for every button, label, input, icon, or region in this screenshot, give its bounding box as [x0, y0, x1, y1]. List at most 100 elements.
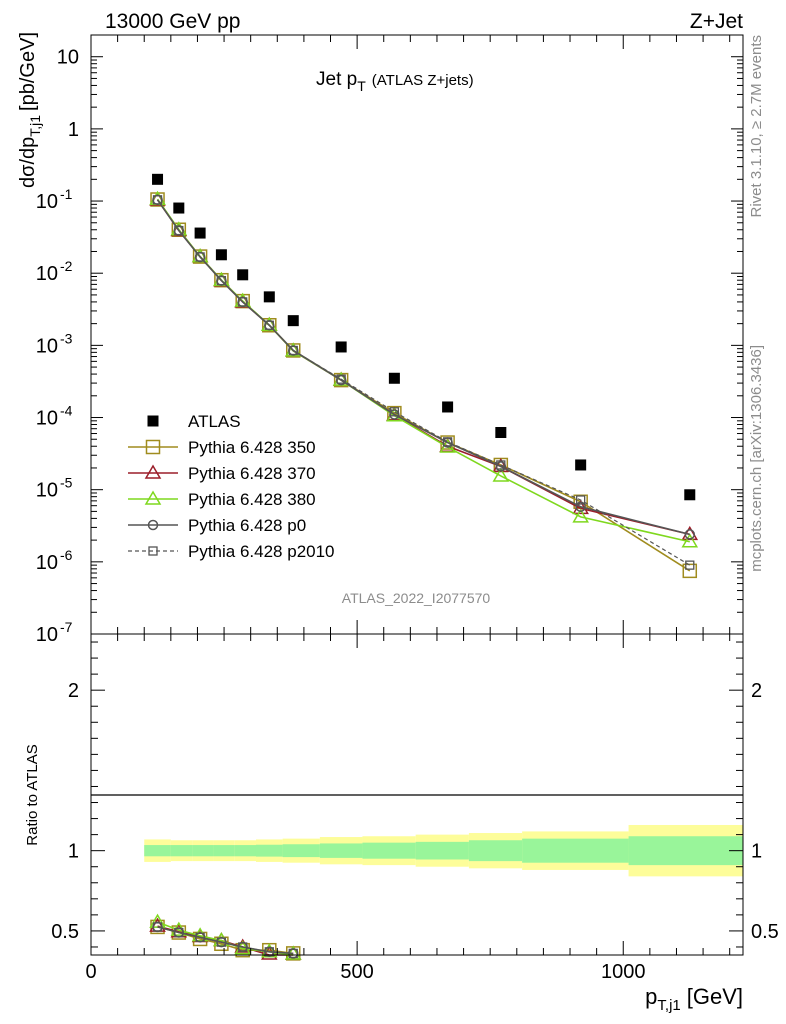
mc-point [216, 275, 227, 286]
y-tick-label: 10 -2 [36, 258, 73, 285]
series-line [156, 199, 690, 536]
legend: ATLAS Pythia 6.428 350 Pythia 6.428 370 Pyt… [128, 412, 335, 561]
legend-marker [147, 519, 159, 531]
inner-uncertainty-band [170, 845, 193, 857]
series-line [156, 199, 690, 536]
legend-label: Pythia 6.428 p2010 [188, 542, 335, 561]
data-point [237, 269, 249, 281]
ratio-series-line [157, 926, 294, 954]
ylabel-main: dσ/dp [17, 137, 39, 188]
series-line [157, 199, 691, 566]
mc-point [238, 297, 248, 307]
y-tick-base: 10 [36, 552, 58, 574]
inner-uncertainty-band [234, 845, 256, 857]
x-tick-label: 500 [340, 961, 373, 983]
ratio-panel: 0 500 1000 0.5 0.5 1 1 2 2 Ratio to ATLAS pT,j1 [… [24, 633, 779, 1014]
y-tick-label: 1 [68, 119, 79, 141]
ratio-y-tick-label-right: 2 [751, 680, 762, 702]
inner-uncertainty-band [144, 845, 171, 857]
mc-point [442, 437, 453, 447]
data-point [335, 341, 347, 353]
ratio-y-tick-label-right: 0.5 [751, 921, 779, 943]
y-tick-exponent: -4 [60, 403, 73, 419]
y-tick-base: 10 [36, 408, 58, 430]
mc-point [496, 460, 506, 470]
mc-point [195, 252, 205, 262]
ylabel-subscript: T,j1 [27, 115, 43, 137]
y-tick-label: 10 -1 [36, 186, 73, 213]
inner-uncertainty-band [192, 845, 214, 857]
data-point [194, 227, 206, 239]
mc-point [336, 374, 346, 384]
y-tick-base: 10 [36, 263, 58, 285]
x-axis-title: pT,j1 [GeV] [645, 984, 743, 1014]
mc-point [152, 195, 163, 205]
y-tick-exponent: -2 [60, 258, 73, 274]
analysis-label: ATLAS_2022_I2077570 [342, 590, 491, 606]
mc-point [575, 501, 586, 513]
ratio-y-tick-label: 1 [68, 841, 79, 863]
title-note: (ATLAS Z+jets) [372, 72, 474, 89]
mc-point [264, 320, 274, 330]
mc-point [685, 560, 695, 570]
inner-uncertainty-band [319, 843, 363, 858]
legend-marker [147, 415, 159, 427]
mc-point [492, 467, 510, 482]
inner-uncertainty-band [362, 842, 416, 859]
ratio-frame [90, 633, 744, 956]
x-tick-label: 1000 [601, 961, 646, 983]
main-plot-title: Jet pT (ATLAS Z+jets) [316, 69, 474, 94]
mc-point [389, 407, 400, 417]
xlabel-unit: [GeV] [687, 984, 743, 1009]
ratio-point [216, 937, 227, 947]
legend-label: Pythia 6.428 380 [188, 490, 316, 509]
y-tick-base: 10 [36, 480, 58, 502]
y-tick-label: 10 -4 [36, 403, 73, 430]
y-tick-exponent: -1 [60, 186, 73, 202]
ratio-point [152, 922, 163, 932]
mc-point [288, 345, 298, 356]
title-subscript: T [357, 78, 366, 94]
legend-label: ATLAS [188, 412, 241, 431]
y-tick-label: 10 -6 [36, 547, 73, 574]
inner-uncertainty-band [213, 845, 235, 857]
ratio-y-tick-label: 2 [68, 680, 79, 702]
legend-label: Pythia 6.428 370 [188, 464, 316, 483]
ratio-uncertainty-bands [144, 824, 743, 877]
collision-title: 13000 GeV pp [105, 10, 240, 33]
data-point [388, 372, 400, 384]
y-tick-exponent: -5 [60, 475, 73, 491]
legend-marker [144, 490, 162, 505]
ratio-point [195, 932, 205, 942]
inner-uncertainty-band [522, 838, 629, 863]
xlabel-subscript: T,j1 [657, 997, 680, 1014]
y-tick-label: 10 [57, 47, 79, 69]
mc-point [572, 508, 589, 523]
inner-uncertainty-band [282, 844, 320, 858]
inner-uncertainty-band [468, 840, 523, 862]
legend-label: Pythia 6.428 p0 [188, 516, 306, 535]
legend-marker [144, 464, 162, 479]
y-tick-label: 10 -7 [36, 619, 73, 646]
y-tick-base: 10 [36, 624, 58, 646]
legend-label: Pythia 6.428 350 [188, 438, 316, 457]
process-title: Z+Jet [690, 10, 743, 33]
data-point [173, 202, 185, 214]
ratio-point [264, 947, 274, 957]
mcplots-reference-label: mcplots.cern.ch [arXiv:1306.3436] [748, 345, 765, 572]
ratio-y-tick-label-right: 1 [751, 841, 762, 863]
data-point [215, 249, 227, 261]
inner-uncertainty-band [415, 841, 469, 860]
data-point [684, 489, 696, 501]
ratio-y-axis-title: Ratio to ATLAS [24, 744, 41, 845]
data-point [495, 427, 507, 439]
ratio-point [288, 948, 298, 959]
data-point [287, 315, 299, 327]
legend-marker [148, 546, 158, 556]
y-tick-label: 10 -3 [36, 330, 73, 357]
legend-marker [145, 439, 161, 455]
data-point [575, 459, 587, 471]
mc-point [684, 529, 696, 540]
